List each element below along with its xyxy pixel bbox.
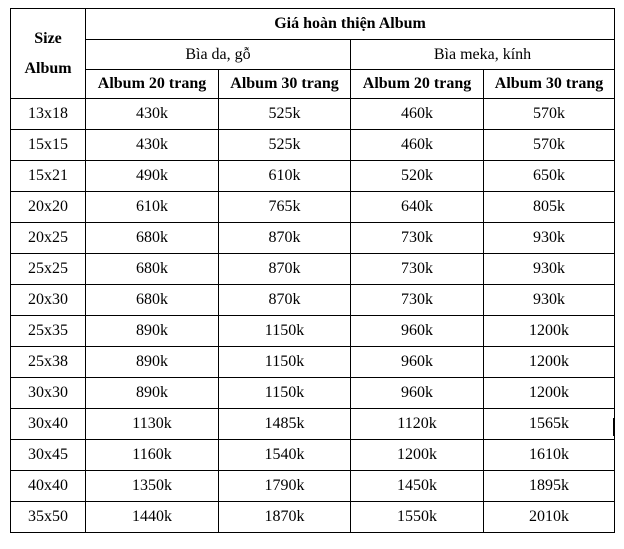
price-cell: 1550k <box>350 501 484 533</box>
price-cell: 805k <box>482 191 616 223</box>
price-cell: 930k <box>482 222 616 254</box>
price-cell: 1120k <box>350 408 484 440</box>
size-cell: 25x38 <box>10 346 86 378</box>
size-cell: 25x35 <box>10 315 86 347</box>
price-cell: 765k <box>218 191 351 223</box>
price-cell: 430k <box>85 129 219 161</box>
size-cell: 20x20 <box>10 191 86 223</box>
price-cell: 1450k <box>350 470 484 502</box>
price-cell: 680k <box>85 284 219 316</box>
table-row: 30x30 890k 1150k 960k 1200k <box>10 377 616 409</box>
price-cell: 1200k <box>350 439 484 471</box>
price-cell: 1200k <box>482 346 616 378</box>
price-cell: 1565k <box>482 408 616 440</box>
size-cell: 20x30 <box>10 284 86 316</box>
price-cell: 460k <box>350 98 484 130</box>
table-row: 35x50 1440k 1870k 1550k 2010k <box>10 501 616 533</box>
price-cell: 570k <box>482 98 616 130</box>
price-cell: 730k <box>350 253 484 285</box>
size-cell: 15x21 <box>10 160 86 192</box>
price-cell: 680k <box>85 253 219 285</box>
table-row: 20x30 680k 870k 730k 930k <box>10 284 616 316</box>
price-cell: 1895k <box>482 470 616 502</box>
price-cell: 730k <box>350 284 484 316</box>
table-title: Giá hoàn thiện Album <box>84 8 616 40</box>
price-cell: 650k <box>482 160 616 192</box>
table-row: 13x18 430k 525k 460k 570k <box>10 98 616 130</box>
size-cell: 25x25 <box>10 253 86 285</box>
table-row: 15x21 490k 610k 520k 650k <box>10 160 616 192</box>
price-cell: 680k <box>85 222 219 254</box>
price-cell: 1150k <box>218 377 351 409</box>
price-cell: 640k <box>350 191 484 223</box>
size-cell: 30x30 <box>10 377 86 409</box>
column-header: Album 30 trang <box>218 69 351 99</box>
price-cell: 1150k <box>218 315 351 347</box>
price-cell: 870k <box>218 222 351 254</box>
stray-mark <box>613 418 615 436</box>
price-cell: 890k <box>85 346 219 378</box>
table-row: 40x40 1350k 1790k 1450k 1895k <box>10 470 616 502</box>
price-cell: 960k <box>350 315 484 347</box>
price-cell: 525k <box>218 98 351 130</box>
price-cell: 870k <box>218 284 351 316</box>
price-cell: 930k <box>482 253 616 285</box>
price-cell: 930k <box>482 284 616 316</box>
price-cell: 570k <box>482 129 616 161</box>
price-cell: 520k <box>350 160 484 192</box>
group-header: Bìa da, gỗ <box>85 39 351 70</box>
size-cell: 40x40 <box>10 470 86 502</box>
price-cell: 525k <box>218 129 351 161</box>
price-cell: 1790k <box>218 470 351 502</box>
price-cell: 1485k <box>218 408 351 440</box>
corner-line: Album <box>24 59 72 77</box>
size-cell: 15x15 <box>10 129 86 161</box>
table-row: 25x38 890k 1150k 960k 1200k <box>10 346 616 378</box>
price-cell: 1540k <box>218 439 351 471</box>
table-row: 30x40 1130k 1485k 1120k 1565k <box>10 408 616 440</box>
size-cell: 20x25 <box>10 222 86 254</box>
size-cell: 30x40 <box>10 408 86 440</box>
price-cell: 1150k <box>218 346 351 378</box>
price-cell: 2010k <box>482 501 616 533</box>
table-row: 25x25 680k 870k 730k 930k <box>10 253 616 285</box>
price-cell: 610k <box>85 191 219 223</box>
table-row: 15x15 430k 525k 460k 570k <box>10 129 616 161</box>
corner-line: Size <box>34 29 62 47</box>
price-cell: 870k <box>218 253 351 285</box>
price-cell: 1160k <box>85 439 219 471</box>
table-row: 20x25 680k 870k 730k 930k <box>10 222 616 254</box>
price-cell: 460k <box>350 129 484 161</box>
size-cell: 30x45 <box>10 439 86 471</box>
price-cell: 890k <box>85 315 219 347</box>
price-cell: 1440k <box>85 501 219 533</box>
group-header: Bìa meka, kính <box>349 39 616 70</box>
table-row: 20x20 610k 765k 640k 805k <box>10 191 616 223</box>
price-cell: 490k <box>85 160 219 192</box>
price-cell: 1610k <box>482 439 616 471</box>
size-cell: 13x18 <box>10 98 86 130</box>
price-cell: 1200k <box>482 377 616 409</box>
price-cell: 730k <box>350 222 484 254</box>
price-cell: 610k <box>218 160 351 192</box>
corner-cell: Size Album <box>10 8 86 99</box>
price-cell: 1130k <box>85 408 219 440</box>
price-cell: 430k <box>85 98 219 130</box>
table-row: 25x35 890k 1150k 960k 1200k <box>10 315 616 347</box>
price-cell: 960k <box>350 346 484 378</box>
price-cell: 1200k <box>482 315 616 347</box>
price-cell: 890k <box>85 377 219 409</box>
price-cell: 1350k <box>85 470 219 502</box>
column-header: Album 20 trang <box>350 69 484 99</box>
price-cell: 1870k <box>218 501 351 533</box>
column-header: Album 30 trang <box>482 69 616 99</box>
price-cell: 960k <box>350 377 484 409</box>
price-table: Size Album Giá hoàn thiện Album Bìa da, … <box>10 8 616 533</box>
size-cell: 35x50 <box>10 501 86 533</box>
column-header: Album 20 trang <box>85 69 219 99</box>
table-row: 30x45 1160k 1540k 1200k 1610k <box>10 439 616 471</box>
